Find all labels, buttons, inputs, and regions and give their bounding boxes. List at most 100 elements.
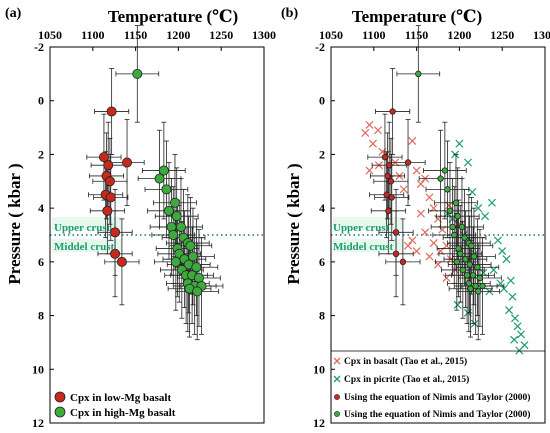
data-point-x bbox=[493, 236, 502, 245]
data-point-x bbox=[481, 212, 490, 221]
panel-b-back-layer bbox=[331, 217, 545, 252]
data-point-x bbox=[425, 193, 434, 202]
x-tick-label: 1100 bbox=[362, 28, 385, 42]
panel-a-legend-high-mg-label: Cpx in high-Mg basalt bbox=[70, 407, 176, 419]
data-point-circle bbox=[110, 248, 121, 259]
y-tick-label: 2 bbox=[38, 147, 44, 161]
panel-b-middle-crust-label: Middel crust bbox=[333, 241, 394, 253]
y-tick-label: 0 bbox=[319, 94, 325, 108]
data-point-circle bbox=[461, 234, 468, 241]
data-point-circle bbox=[479, 282, 486, 290]
data-point-x bbox=[412, 166, 421, 175]
data-point-circle bbox=[98, 152, 109, 163]
y-tick-label: 4 bbox=[38, 201, 44, 215]
data-point-circle bbox=[169, 197, 180, 208]
data-point-x bbox=[506, 276, 515, 285]
data-point-circle bbox=[453, 258, 461, 266]
data-point-x bbox=[513, 322, 522, 331]
y-tick-label: 2 bbox=[319, 147, 325, 161]
panel-b-legend-nimis-red-marker bbox=[334, 394, 340, 400]
data-point-circle bbox=[161, 184, 172, 195]
x-tick-label: 1150 bbox=[405, 28, 428, 42]
data-point-circle bbox=[122, 157, 133, 168]
panel-a-ticks: 1050 1100 1150 1200 1250 1300 -2 0 2 4 6 8 10 12 bbox=[32, 28, 276, 430]
data-point-circle bbox=[166, 221, 177, 232]
data-point-circle bbox=[104, 176, 115, 187]
data-point-x bbox=[416, 179, 425, 188]
panel-b-legend-picrite-label: Cpx in picrite (Tao et al., 2015) bbox=[344, 374, 469, 385]
y-tick-label: 6 bbox=[319, 255, 325, 269]
y-tick-label: 10 bbox=[32, 362, 44, 376]
data-point-circle bbox=[452, 199, 460, 206]
data-point-circle bbox=[105, 192, 116, 203]
panel-b-ticks: 1050 1100 1150 1200 1250 1300 -2 0 2 4 6 8 10 12 bbox=[313, 28, 550, 430]
data-point-x bbox=[515, 346, 524, 355]
data-point-circle bbox=[470, 253, 478, 260]
data-point-circle bbox=[458, 223, 466, 231]
x-tick-label: 1250 bbox=[209, 28, 233, 42]
data-point-circle bbox=[116, 256, 127, 267]
data-point-circle bbox=[475, 288, 482, 295]
panel-a-plot-frame bbox=[49, 46, 265, 424]
data-point-x bbox=[374, 126, 383, 135]
data-point-circle bbox=[132, 68, 143, 79]
y-tick-label: 6 bbox=[38, 255, 44, 269]
data-point-circle bbox=[185, 240, 196, 251]
data-point-circle bbox=[383, 191, 390, 198]
data-point-circle bbox=[465, 280, 473, 287]
data-point-circle bbox=[457, 250, 464, 257]
panel-b-legend-nimis-green-marker bbox=[334, 411, 340, 417]
panel-b-legend-nimis-green-label: Using the equation of Nimis and Taylor (… bbox=[344, 409, 530, 420]
data-point-circle bbox=[476, 274, 484, 282]
panel-b-label: (b) bbox=[281, 6, 298, 21]
panel-b-plot-frame bbox=[330, 46, 546, 424]
panel-a-legend-low-mg-label: Cpx in low-Mg basalt bbox=[70, 392, 171, 404]
y-tick-label: 10 bbox=[313, 362, 325, 376]
data-point-circle bbox=[459, 266, 467, 274]
data-point-circle bbox=[388, 194, 395, 201]
x-tick-label: 1100 bbox=[81, 28, 104, 42]
y-tick-label: 0 bbox=[38, 94, 44, 108]
data-point-circle bbox=[466, 261, 473, 268]
data-point-circle bbox=[154, 173, 165, 184]
data-point-circle bbox=[384, 172, 391, 180]
panel-b: (b) Temperature (℃) Pressure ( kbar ) 10… bbox=[281, 6, 550, 430]
y-tick-label: 8 bbox=[319, 309, 325, 323]
data-point-x bbox=[365, 166, 374, 175]
panel-a-legend: Cpx in low-Mg basalt Cpx in high-Mg basa… bbox=[54, 391, 176, 419]
data-point-x bbox=[498, 247, 507, 256]
middle-crust-band bbox=[333, 239, 403, 252]
data-point-x bbox=[510, 335, 519, 344]
data-point-circle bbox=[392, 250, 400, 257]
data-point-circle bbox=[187, 251, 198, 262]
data-point-x bbox=[429, 239, 438, 248]
data-point-circle bbox=[387, 178, 395, 185]
data-point-x bbox=[463, 158, 472, 167]
data-point-x bbox=[361, 128, 370, 137]
data-point-circle bbox=[191, 262, 202, 273]
data-point-circle bbox=[170, 256, 181, 267]
data-point-x bbox=[425, 252, 434, 261]
panel-b-legend-nimis-red-label: Using the equation of Nimis and Taylor (… bbox=[344, 392, 530, 403]
x-tick-label: 1200 bbox=[447, 28, 471, 42]
x-tick-label: 1050 bbox=[38, 28, 62, 42]
y-tick-label: 12 bbox=[313, 416, 325, 430]
data-point-circle bbox=[415, 70, 422, 78]
data-point-x bbox=[508, 292, 517, 301]
data-point-circle bbox=[446, 207, 454, 215]
data-point-circle bbox=[163, 205, 174, 216]
y-tick-label: -2 bbox=[315, 40, 325, 54]
panel-b-legend-basalt-marker bbox=[333, 357, 341, 365]
panel-a-upper-crust-label: Upper crust bbox=[54, 222, 111, 234]
data-point-x bbox=[408, 236, 417, 245]
panel-b-x-axis-title: Temperature (℃) bbox=[352, 7, 482, 26]
y-tick-label: 12 bbox=[32, 416, 44, 430]
panel-a-data-layer bbox=[86, 25, 224, 341]
upper-crust-band bbox=[333, 217, 403, 230]
x-tick-label: 1250 bbox=[490, 28, 514, 42]
data-point-x bbox=[404, 241, 413, 250]
data-point-x bbox=[368, 139, 377, 148]
x-tick-label: 1150 bbox=[124, 28, 147, 42]
y-tick-label: 4 bbox=[319, 201, 325, 215]
data-point-circle bbox=[449, 223, 456, 231]
